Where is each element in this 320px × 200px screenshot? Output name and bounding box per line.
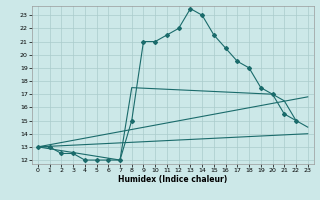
X-axis label: Humidex (Indice chaleur): Humidex (Indice chaleur) (118, 175, 228, 184)
